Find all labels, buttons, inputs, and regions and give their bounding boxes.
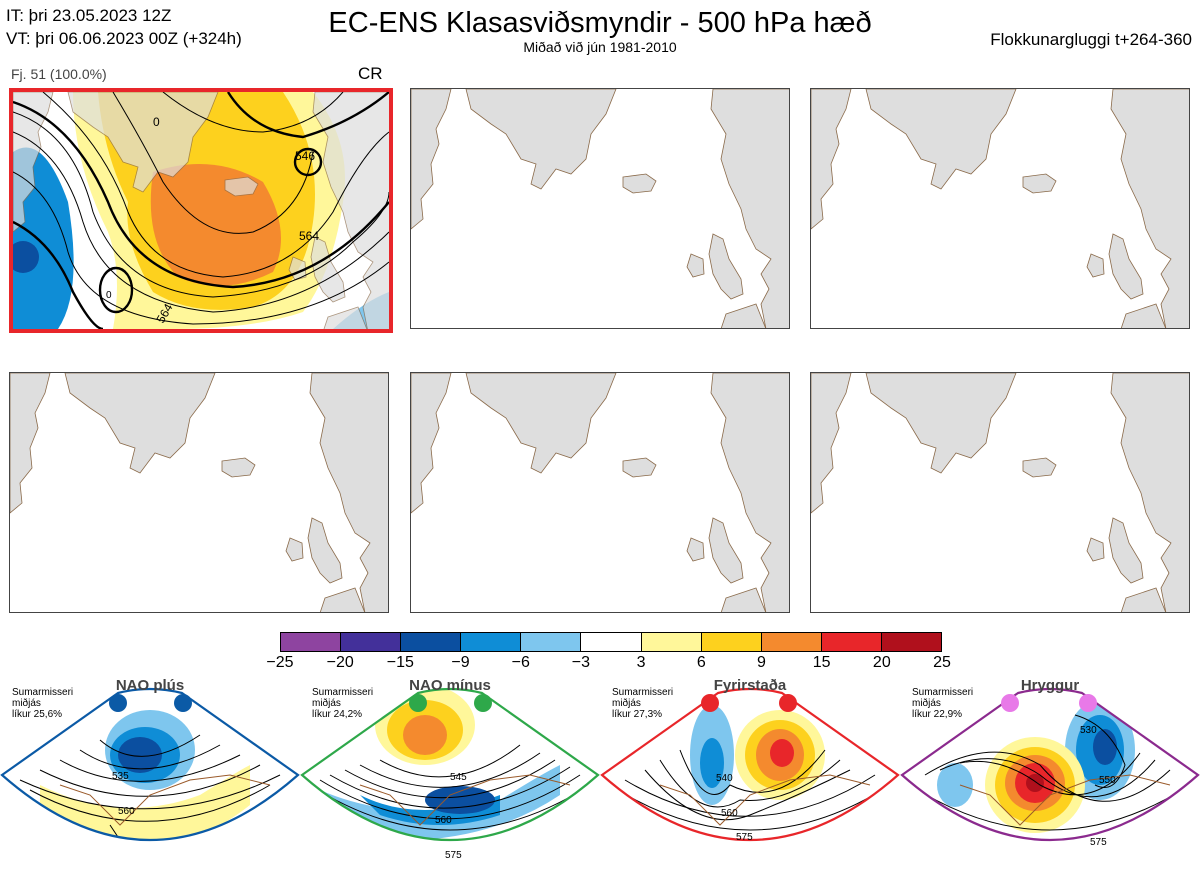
- cluster-map-6-graphic: [811, 373, 1189, 612]
- header-title-block: EC-ENS Klasasviðsmyndir - 500 hPa hæð Mi…: [328, 6, 871, 54]
- regime-dot: [409, 694, 427, 712]
- regime-nao-minus-graphic: 545 560 575: [300, 687, 600, 861]
- colorbar-tick: 15: [812, 654, 831, 671]
- contour-label: 550: [1099, 775, 1116, 786]
- contour-label: 546: [295, 149, 315, 163]
- regime-info: Sumarmisseri miðjás líkur 25,6%: [12, 687, 73, 720]
- regime-dot: [701, 694, 719, 712]
- contour-label: 575: [1090, 837, 1107, 848]
- regime-median: miðjás: [12, 698, 41, 709]
- regime-nao-plus-graphic: 535 560: [0, 687, 300, 842]
- contour-label: 545: [450, 772, 467, 783]
- contour-label: 560: [721, 808, 738, 819]
- regime-title: Fyrirstaða: [713, 677, 787, 694]
- cluster-map-5[interactable]: [410, 372, 790, 613]
- contour-label: 575: [445, 850, 462, 861]
- cluster-map-6[interactable]: [810, 372, 1190, 613]
- cluster-map-3[interactable]: [810, 88, 1190, 329]
- contour-label: 0: [153, 115, 160, 129]
- regime-probability: líkur 27,3%: [612, 709, 663, 720]
- colorbar-tick: −6: [511, 654, 530, 671]
- colorbar-segment: [341, 633, 402, 651]
- regime-info: Sumarmisseri miðjás líkur 24,2%: [312, 687, 373, 720]
- regime-season: Sumarmisseri: [612, 687, 674, 698]
- cluster-members-label: Fj. 51 (100.0%): [11, 66, 107, 82]
- cluster-map-2[interactable]: [410, 88, 790, 329]
- colorbar-ticks: −25 −20 −15 −9 −6 −3 3 6 9 15 20 25: [0, 654, 1200, 674]
- cluster-regime-code: CR: [358, 64, 383, 83]
- colorbar-tick: −9: [451, 654, 470, 671]
- cluster-map-5-graphic: [411, 373, 789, 612]
- regime-dot: [109, 694, 127, 712]
- page-subtitle: Miðað við jún 1981-2010: [523, 39, 677, 55]
- contour-label: 564: [299, 229, 319, 243]
- anomaly-colorbar: [280, 632, 942, 652]
- colorbar-tick: 6: [696, 654, 706, 671]
- regime-season: Sumarmisseri: [12, 687, 74, 698]
- cluster-map-4-graphic: [10, 373, 388, 612]
- colorbar-segment: [821, 633, 882, 651]
- valid-time: VT: þri 06.06.2023 00Z (+324h): [6, 29, 242, 48]
- regime-hryggur[interactable]: 530 550 575 Hryggur Sumarmisseri miðjás …: [900, 675, 1200, 871]
- regime-median: miðjás: [912, 698, 941, 709]
- colorbar-tick: −20: [326, 654, 354, 671]
- contour-label: 575: [736, 832, 753, 843]
- colorbar-segment: [701, 633, 762, 651]
- contour-label: 0: [106, 290, 112, 301]
- regime-probability: líkur 22,9%: [912, 709, 963, 720]
- colorbar-segment: [761, 633, 822, 651]
- regime-season: Sumarmisseri: [912, 687, 974, 698]
- regime-title: Hryggur: [1020, 677, 1080, 694]
- contour-label: 560: [435, 815, 452, 826]
- regime-season: Sumarmisseri: [312, 687, 374, 698]
- contour-label: 560: [118, 806, 135, 817]
- contour-label: 530: [1080, 725, 1097, 736]
- colorbar-segment: [401, 633, 462, 651]
- regime-probability: líkur 25,6%: [12, 709, 63, 720]
- regime-fyrirstada-graphic: 540 560 575: [600, 687, 900, 843]
- cluster-map-1[interactable]: 546 564 564 0 0: [9, 88, 393, 333]
- colorbar-tick: −15: [386, 654, 414, 671]
- regime-info: Sumarmisseri miðjás líkur 27,3%: [612, 687, 673, 720]
- colorbar-tick: 25: [933, 654, 951, 671]
- regime-dot: [174, 694, 192, 712]
- regime-probability: líkur 24,2%: [312, 709, 363, 720]
- header-run-info: IT: þri 23.05.2023 12Z VT: þri 06.06.202…: [6, 4, 242, 50]
- classification-window: Flokkunargluggi t+264-360: [990, 30, 1192, 49]
- colorbar-segment: [641, 633, 702, 651]
- regime-dot: [1001, 694, 1019, 712]
- cluster-map-3-graphic: [811, 89, 1189, 328]
- colorbar-tick: −25: [266, 654, 294, 671]
- colorbar-tick: 3: [636, 654, 646, 671]
- cluster-map-4[interactable]: [9, 372, 389, 613]
- colorbar-tick: −3: [571, 654, 591, 671]
- regime-fyrirstada[interactable]: 540 560 575 Fyrirstaða Sumarmisseri miðj…: [600, 675, 900, 871]
- contour-label: 535: [112, 771, 129, 782]
- colorbar-segment: [581, 633, 642, 651]
- regime-dot: [1079, 694, 1097, 712]
- colorbar-tick: 20: [872, 654, 891, 671]
- regime-title: NAO mínus: [409, 677, 491, 694]
- page-title: EC-ENS Klasasviðsmyndir - 500 hPa hæð: [328, 7, 872, 39]
- cluster-map-2-graphic: [411, 89, 789, 328]
- regime-median: miðjás: [612, 698, 641, 709]
- colorbar-segment: [521, 633, 582, 651]
- regime-dot: [779, 694, 797, 712]
- regime-title: NAO plús: [115, 677, 185, 694]
- colorbar-segment: [881, 633, 942, 651]
- regime-dot: [474, 694, 492, 712]
- regime-hryggur-graphic: 530 550 575: [900, 687, 1200, 848]
- regime-nao-plus[interactable]: 535 560 NAO plús Sumarmisseri miðjás lík…: [0, 675, 300, 871]
- contour-label: 540: [716, 773, 733, 784]
- regime-median: miðjás: [312, 698, 341, 709]
- regime-info: Sumarmisseri miðjás líkur 22,9%: [912, 687, 973, 720]
- init-time: IT: þri 23.05.2023 12Z: [6, 6, 172, 25]
- colorbar-segment: [281, 633, 342, 651]
- colorbar-tick: 9: [757, 654, 766, 671]
- cluster-map-1-graphic: 546 564 564 0 0: [13, 92, 389, 329]
- regime-nao-minus[interactable]: 545 560 575 NAO mínus Sumarmisseri miðjá…: [300, 675, 600, 871]
- colorbar-segment: [461, 633, 522, 651]
